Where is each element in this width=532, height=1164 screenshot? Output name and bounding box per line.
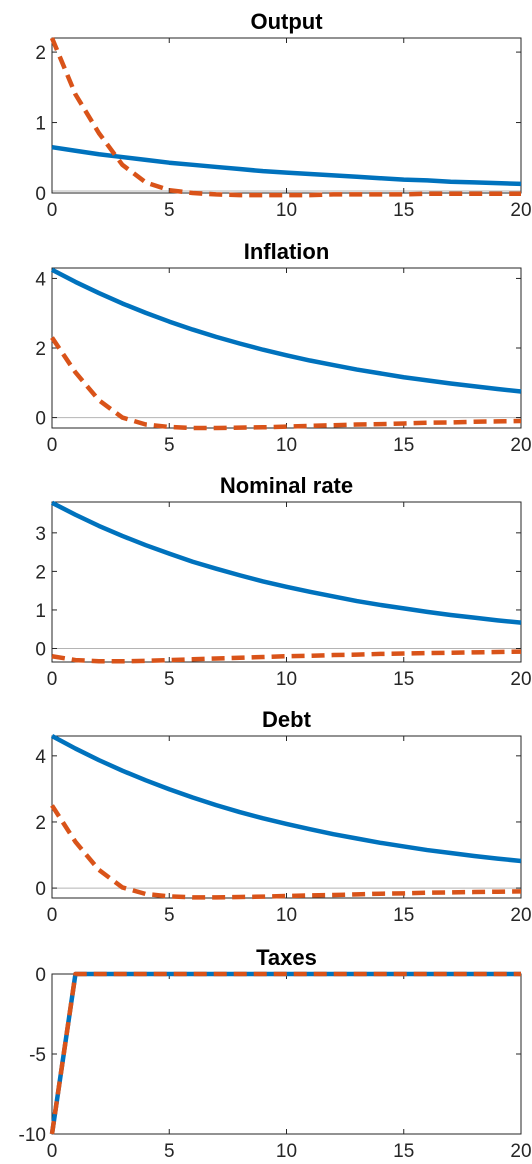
series-line-dashed xyxy=(50,336,522,431)
x-tick-label: 0 xyxy=(47,1141,58,1162)
y-tick-label: 0 xyxy=(35,965,46,986)
chart-panel-3: Nominal rate 0 5 10 15 20 0 1 2 3 xyxy=(35,473,531,690)
x-tick-label: 15 xyxy=(393,669,414,690)
axes-box xyxy=(51,973,522,1135)
x-tick-label: 5 xyxy=(164,905,175,926)
y-tick-label: 2 xyxy=(35,43,46,64)
y-tick-label: 0 xyxy=(35,879,46,900)
y-tick-label: -5 xyxy=(29,1045,46,1066)
x-tick-label: 15 xyxy=(393,905,414,926)
x-tick-label: 20 xyxy=(510,200,531,221)
x-tick-label: 5 xyxy=(164,669,175,690)
y-tick-label: 1 xyxy=(35,601,46,622)
x-tick-label: 20 xyxy=(510,435,531,456)
y-tick-label: -10 xyxy=(19,1125,46,1146)
chart-panel-4: Debt 0 5 10 15 20 0 2 4 xyxy=(35,707,531,926)
y-tick-label: 0 xyxy=(35,184,46,205)
x-tick-label: 10 xyxy=(276,200,297,221)
y-tick-label: 4 xyxy=(35,747,46,768)
y-tick-label: 0 xyxy=(35,409,46,430)
x-tick-label: 20 xyxy=(510,669,531,690)
series-line-solid xyxy=(50,734,522,864)
axes-box xyxy=(51,267,522,429)
axes-box xyxy=(51,735,522,899)
x-tick-label: 20 xyxy=(510,1141,531,1162)
chart-panel-5: Taxes 0 5 10 15 20 -10 -5 0 xyxy=(19,945,532,1162)
series-line-dashed xyxy=(49,971,521,1135)
chart-title: Taxes xyxy=(256,945,317,970)
axes-box xyxy=(51,37,522,194)
x-tick-label: 5 xyxy=(164,200,175,221)
x-tick-label: 15 xyxy=(393,200,414,221)
y-tick-label: 2 xyxy=(35,813,46,834)
x-tick-label: 5 xyxy=(164,435,175,456)
y-tick-label: 0 xyxy=(35,640,46,661)
x-tick-label: 0 xyxy=(47,435,58,456)
x-tick-label: 0 xyxy=(47,905,58,926)
x-tick-label: 10 xyxy=(276,669,297,690)
chart-panel-1: Output 0 5 10 15 20 0 1 2 xyxy=(35,9,531,221)
chart-panel-2: Inflation 0 5 10 15 20 0 2 4 xyxy=(35,239,531,456)
y-tick-label: 2 xyxy=(35,339,46,360)
x-tick-label: 0 xyxy=(47,669,58,690)
axes-box xyxy=(51,501,522,663)
chart-title: Inflation xyxy=(244,239,330,264)
series-line-solid xyxy=(50,267,522,394)
series-line-dashed xyxy=(51,649,522,664)
y-tick-label: 1 xyxy=(35,114,46,135)
chart-title: Output xyxy=(250,9,323,34)
x-tick-label: 10 xyxy=(276,1141,297,1162)
series-line-solid xyxy=(50,500,522,625)
y-tick-label: 3 xyxy=(35,524,46,545)
chart-title: Debt xyxy=(262,707,312,732)
y-tick-label: 4 xyxy=(35,269,46,290)
x-tick-label: 20 xyxy=(510,905,531,926)
x-tick-label: 0 xyxy=(47,200,58,221)
x-tick-label: 15 xyxy=(393,435,414,456)
x-tick-label: 10 xyxy=(276,435,297,456)
series-line-solid xyxy=(51,144,522,187)
y-tick-label: 2 xyxy=(35,562,46,583)
x-tick-label: 15 xyxy=(393,1141,414,1162)
x-tick-label: 10 xyxy=(276,905,297,926)
x-tick-label: 5 xyxy=(164,1141,175,1162)
chart-title: Nominal rate xyxy=(220,473,353,498)
series-line-dashed xyxy=(50,804,522,900)
